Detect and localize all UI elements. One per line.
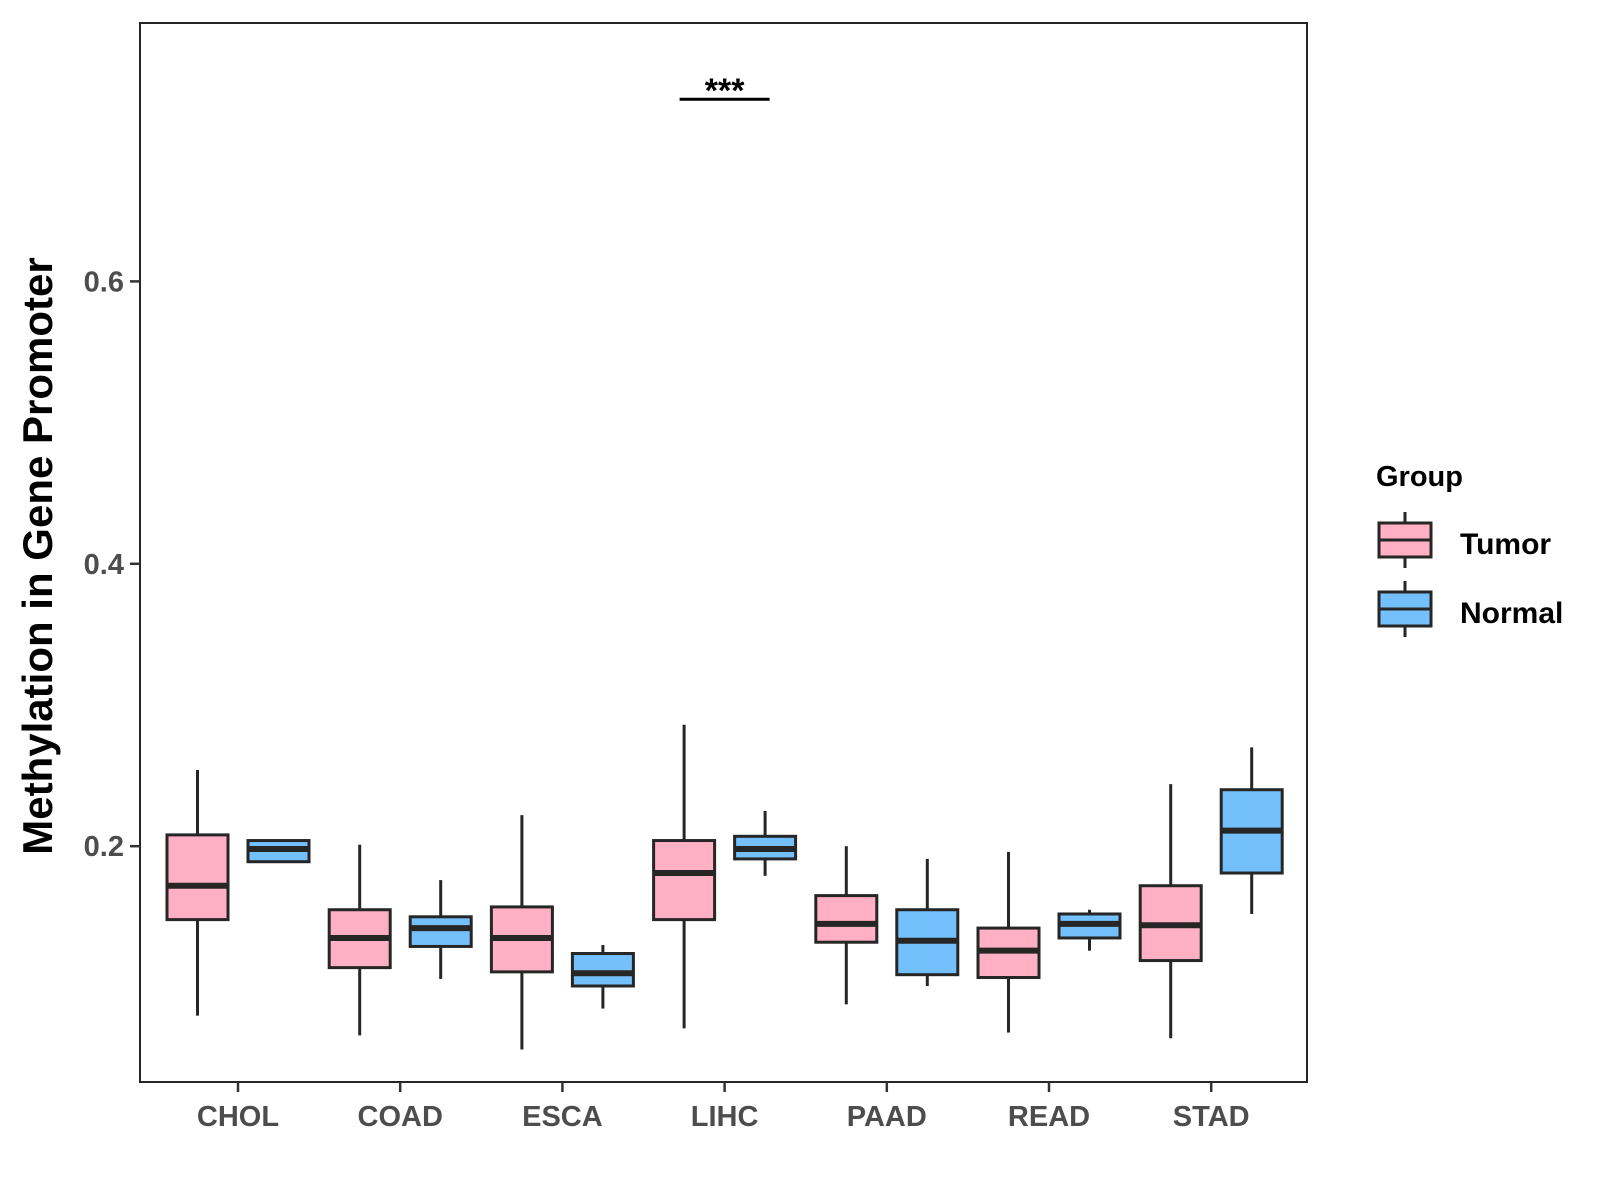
box-tumor-lihc	[652, 724, 717, 1029]
box-normal-stad	[1219, 747, 1284, 914]
iqr-box-normal-esca	[570, 952, 635, 988]
significance-label-lihc: ***	[705, 72, 745, 110]
legend-key-tumor	[1377, 512, 1433, 568]
x-tick-label-read: READ	[1008, 1101, 1090, 1133]
legend-label-tumor: Tumor	[1460, 528, 1551, 561]
y-axis-title: Methylation in Gene Promoter	[14, 257, 61, 854]
x-tick-label-chol: CHOL	[197, 1101, 279, 1133]
legend: Group Tumor Normal	[1376, 461, 1563, 637]
box-tumor-paad	[814, 846, 879, 1005]
x-tick-label-coad: COAD	[358, 1101, 443, 1133]
box-tumor-esca	[489, 815, 554, 1050]
axis-layer: 0.2 0.4 0.6 CHOL COAD ESCA LIHC PAAD READ STAD	[84, 22, 1308, 1133]
box-normal-lihc	[733, 810, 798, 876]
box-normal-paad	[895, 858, 960, 986]
iqr-box-normal-coad	[408, 915, 473, 948]
x-tick-label-esca: ESCA	[522, 1101, 603, 1133]
legend-keys	[1377, 512, 1433, 637]
box-normal-chol	[246, 839, 311, 864]
box-tumor-read	[976, 851, 1041, 1033]
box-tumor-chol	[165, 769, 230, 1016]
iqr-box-tumor-chol	[165, 833, 230, 922]
legend-title: Group	[1376, 461, 1463, 493]
box-normal-coad	[408, 880, 473, 979]
legend-key-normal	[1377, 581, 1433, 637]
box-tumor-stad	[1138, 784, 1203, 1039]
x-tick-label-paad: PAAD	[847, 1101, 927, 1133]
legend-label-normal: Normal	[1460, 597, 1563, 630]
iqr-box-tumor-paad	[814, 894, 879, 944]
y-tick-label-0.2: 0.2	[84, 831, 124, 863]
x-tick-label-stad: STAD	[1173, 1101, 1250, 1133]
plot-layer: ***	[165, 72, 1284, 1050]
x-tick-label-lihc: LIHC	[691, 1101, 759, 1133]
y-tick-label-0.6: 0.6	[84, 266, 124, 298]
iqr-box-tumor-lihc	[652, 839, 717, 922]
box-normal-read	[1057, 909, 1122, 951]
box-normal-esca	[570, 945, 635, 1009]
y-tick-label-0.4: 0.4	[84, 549, 124, 581]
box-tumor-coad	[327, 844, 392, 1036]
